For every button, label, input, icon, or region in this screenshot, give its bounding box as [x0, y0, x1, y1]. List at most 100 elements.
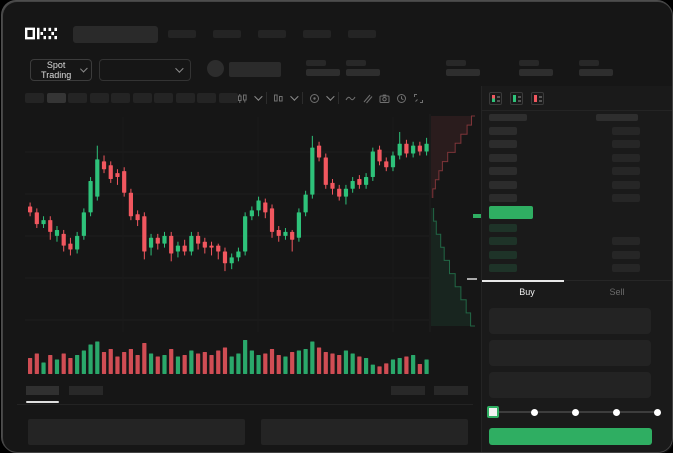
- timeframe-button-skeleton[interactable]: [218, 93, 238, 103]
- timeframe-button-skeleton[interactable]: [68, 93, 87, 103]
- orderbook-view-toggles: [489, 92, 544, 105]
- orderbook-bid-row[interactable]: [482, 250, 672, 264]
- divider: [266, 92, 267, 104]
- slider-stop[interactable]: [571, 408, 579, 416]
- bid-amount-skeleton: [612, 237, 640, 246]
- nav-item-skeleton[interactable]: [258, 30, 286, 38]
- ticker-stat-skeleton: [446, 60, 480, 76]
- depth-mid-marker: [473, 214, 481, 218]
- orderbook-ask-row[interactable]: [482, 140, 672, 153]
- chart-type-icon[interactable]: [237, 93, 248, 104]
- timeframe-button-skeleton[interactable]: [132, 93, 152, 103]
- bid-price-skeleton: [489, 264, 517, 273]
- draw-tool-icon[interactable]: [362, 93, 373, 104]
- order-total-input-skeleton[interactable]: [489, 372, 651, 398]
- trade-sidebar: Buy Sell: [481, 86, 672, 452]
- ask-price-skeleton: [489, 140, 517, 149]
- divider: [17, 404, 473, 405]
- depth-chart: [429, 114, 481, 332]
- ticker-stat-skeleton: [519, 60, 553, 76]
- stat-label-skeleton: [346, 60, 366, 66]
- tab-sell[interactable]: Sell: [609, 287, 625, 297]
- stat-label-skeleton: [306, 60, 326, 66]
- tab-buy[interactable]: Buy: [519, 287, 535, 297]
- orders-tab-active-skeleton[interactable]: [26, 386, 59, 395]
- stat-value-skeleton: [306, 69, 340, 76]
- depth-price-tick: [467, 278, 477, 280]
- chart-tools: [237, 90, 424, 106]
- ask-amount-skeleton: [612, 127, 640, 135]
- orderbook-view-asks-icon[interactable]: [531, 92, 544, 105]
- stat-value-skeleton: [579, 69, 613, 76]
- orders-tab-skeleton[interactable]: [69, 386, 103, 395]
- orderbook-view-combined-icon[interactable]: [489, 92, 502, 105]
- indicators-icon[interactable]: [309, 93, 320, 104]
- timeframe-button-skeleton[interactable]: [89, 93, 109, 103]
- orderbook-view-bids-icon[interactable]: [510, 92, 523, 105]
- chevron-down-icon: [254, 92, 263, 101]
- orderbook-ask-row[interactable]: [482, 127, 672, 140]
- pair-name-skeleton: [229, 62, 281, 77]
- line-tool-icon[interactable]: [345, 93, 356, 104]
- stat-label-skeleton: [519, 60, 539, 66]
- divider: [302, 92, 303, 104]
- ask-amount-skeleton: [612, 167, 640, 176]
- timeframe-button-skeleton[interactable]: [46, 93, 66, 103]
- price-chart-canvas[interactable]: [3, 2, 672, 452]
- slider-stop[interactable]: [612, 408, 620, 416]
- orderbook-ask-row[interactable]: [482, 193, 672, 207]
- order-amount-input-skeleton[interactable]: [489, 340, 651, 366]
- chart-compare-icon[interactable]: [273, 93, 284, 104]
- chevron-down-icon: [175, 64, 184, 73]
- fullscreen-icon[interactable]: [413, 93, 424, 104]
- nav-search-skeleton[interactable]: [73, 26, 158, 43]
- slider-handle[interactable]: [487, 406, 499, 418]
- timeframe-button-skeleton[interactable]: [111, 93, 130, 103]
- market-type-selector[interactable]: Spot Trading: [30, 59, 92, 81]
- stat-value-skeleton: [346, 69, 380, 76]
- orderbook-bid-row[interactable]: [482, 264, 672, 277]
- camera-icon[interactable]: [379, 93, 390, 104]
- orderbook-asks: [482, 127, 672, 207]
- orderbook-ask-row[interactable]: [482, 180, 672, 194]
- ask-price-skeleton: [489, 167, 517, 176]
- history-icon[interactable]: [396, 93, 407, 104]
- timeframe-button-skeleton[interactable]: [175, 93, 195, 103]
- orderbook-bids: [482, 224, 672, 278]
- orderbook-ask-row[interactable]: [482, 153, 672, 167]
- last-price-indicator[interactable]: [489, 206, 533, 219]
- bid-price-skeleton: [489, 237, 517, 246]
- nav-item-skeleton[interactable]: [348, 30, 376, 38]
- orderbook-bid-row[interactable]: [482, 224, 672, 237]
- okx-logo[interactable]: [25, 27, 59, 40]
- slider-stop[interactable]: [653, 408, 661, 416]
- bid-price-skeleton: [489, 250, 517, 259]
- orderbook-bid-row[interactable]: [482, 237, 672, 250]
- ask-price-skeleton: [489, 193, 517, 202]
- nav-item-skeleton[interactable]: [303, 30, 331, 38]
- slider-stop[interactable]: [530, 408, 538, 416]
- timeframe-button-skeleton[interactable]: [25, 93, 44, 103]
- bid-price-skeleton: [489, 224, 517, 232]
- orderbook-ask-row[interactable]: [482, 167, 672, 180]
- volume-series: [28, 340, 429, 374]
- nav-item-skeleton[interactable]: [168, 30, 196, 38]
- orders-filter-skeleton[interactable]: [391, 386, 425, 395]
- stat-value-skeleton: [519, 69, 553, 76]
- stat-value-skeleton: [446, 69, 480, 76]
- buy-tab-active-underline: [482, 280, 564, 282]
- nav-item-skeleton[interactable]: [213, 30, 241, 38]
- amount-percent-slider[interactable]: [487, 406, 661, 418]
- order-price-input-skeleton[interactable]: [489, 308, 651, 334]
- pair-selector-dropdown[interactable]: [99, 59, 191, 81]
- ask-price-skeleton: [489, 180, 517, 189]
- stat-label-skeleton: [579, 60, 599, 66]
- ask-price-skeleton: [489, 153, 517, 162]
- chevron-down-icon: [290, 92, 299, 101]
- buy-submit-button[interactable]: [489, 428, 652, 445]
- timeframe-button-skeleton[interactable]: [154, 93, 173, 103]
- timeframe-button-skeleton[interactable]: [197, 93, 216, 103]
- bid-amount-skeleton: [612, 250, 640, 259]
- orders-filter-skeleton[interactable]: [434, 386, 468, 395]
- orders-panel-skeleton: [261, 419, 468, 445]
